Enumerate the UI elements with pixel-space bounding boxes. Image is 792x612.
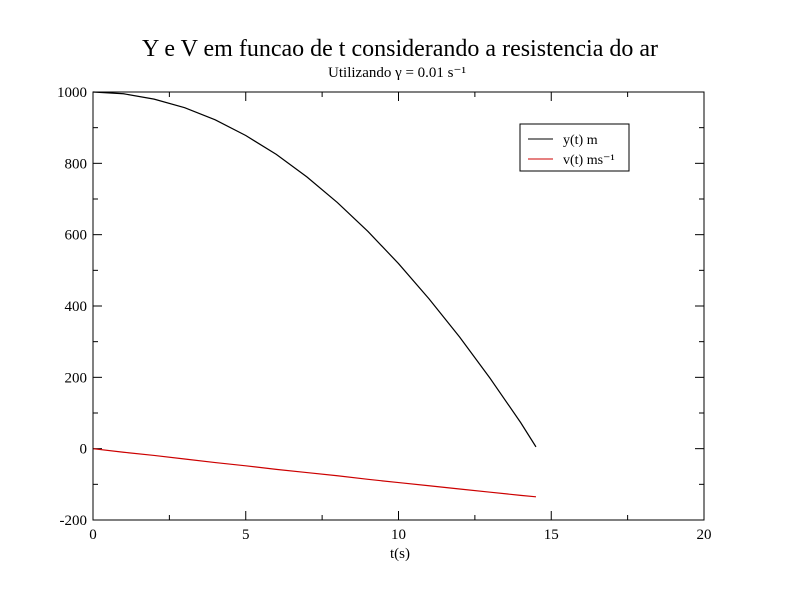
- series-line-1: [92, 448, 537, 498]
- y-tick-label: -200: [60, 513, 88, 529]
- x-axis-label: t(s): [390, 546, 410, 562]
- plot-frame: [92, 91, 705, 521]
- series-lines: [92, 91, 537, 498]
- y-tick-label: 1000: [57, 85, 87, 101]
- x-tick-label: 15: [544, 527, 559, 543]
- y-tick-label: 0: [80, 442, 88, 458]
- legend-box: [519, 123, 630, 172]
- y-tick-label: 400: [65, 299, 88, 315]
- y-tick-label: 200: [65, 370, 88, 386]
- x-tick-label: 5: [242, 527, 250, 543]
- chart-title: Y e V em funcao de t considerando a resi…: [142, 36, 658, 62]
- chart-subtitle: Utilizando γ = 0.01 s⁻¹: [328, 65, 466, 81]
- x-tick-label: 20: [697, 527, 712, 543]
- legend-label-y: y(t) m: [563, 133, 598, 148]
- y-tick-label: 600: [65, 228, 88, 244]
- x-tick-label: 0: [89, 527, 97, 543]
- legend: y(t) m v(t) ms⁻¹: [519, 123, 630, 172]
- x-tick-label: 10: [391, 527, 406, 543]
- y-tick-label: 800: [65, 156, 88, 172]
- series-line-0: [92, 91, 537, 448]
- legend-label-v: v(t) ms⁻¹: [563, 153, 615, 168]
